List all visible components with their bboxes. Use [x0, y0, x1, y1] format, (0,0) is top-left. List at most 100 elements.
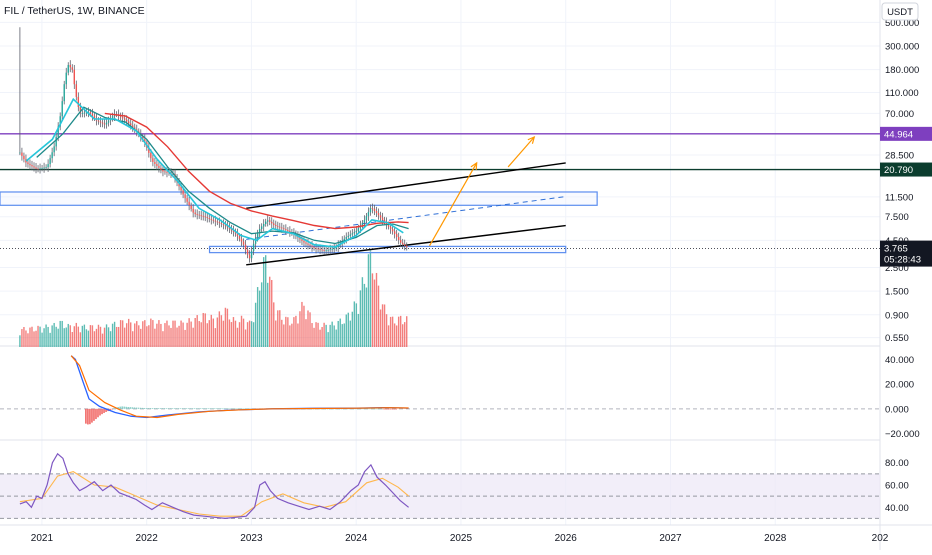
macd-histogram-bar — [175, 408, 178, 409]
macd-axis-tick: 0.000 — [885, 404, 909, 415]
volume-bar — [168, 325, 170, 347]
currency-button[interactable]: USDT — [881, 2, 919, 21]
candle-body — [345, 237, 347, 239]
macd-axis-tick: 40.000 — [885, 355, 914, 366]
volume-bar — [327, 332, 329, 347]
macd-histogram-bar — [349, 408, 351, 410]
channel-trend-line[interactable] — [246, 224, 566, 266]
candle-body — [331, 248, 333, 250]
volume-bar — [132, 331, 134, 347]
currency-button-frame[interactable] — [881, 2, 919, 21]
macd-histogram-bar — [198, 408, 200, 409]
macd-histogram-bar — [379, 408, 381, 410]
price-level-label-text[interactable]: 44.964 — [884, 129, 913, 140]
price-level-label-bg[interactable] — [880, 126, 932, 141]
macd-histogram-bar — [105, 408, 107, 412]
macd-histogram-bar — [163, 408, 166, 409]
volume-bar — [387, 325, 390, 347]
ema-mid-line — [36, 106, 409, 245]
candle-body — [162, 169, 164, 172]
candle-body — [224, 224, 227, 226]
volume-bar — [186, 322, 188, 347]
currency-button-label[interactable]: USDT — [887, 7, 913, 18]
candle-body — [250, 251, 253, 259]
volume-bar — [21, 329, 23, 347]
volume-bar — [275, 320, 277, 347]
volume-bar — [55, 326, 57, 347]
volume-bar — [79, 332, 82, 347]
candle-body — [329, 249, 331, 251]
candle-body — [309, 244, 311, 246]
candle-body — [144, 139, 146, 143]
macd-histogram-bar — [373, 408, 375, 410]
candle-body — [252, 243, 255, 252]
volume-bar — [29, 327, 31, 347]
volume-bar — [373, 279, 376, 347]
last-price-label-bg[interactable] — [880, 240, 932, 267]
candle-body — [156, 163, 158, 166]
volume-bar — [279, 310, 281, 347]
macd-histogram-bar — [238, 408, 240, 410]
volume-bar — [19, 335, 21, 347]
candle-body — [222, 223, 225, 225]
price-level-label-bg[interactable] — [880, 162, 932, 177]
candle-body — [267, 220, 269, 222]
projection-arrow-shaft[interactable] — [429, 162, 478, 247]
price-axis-tick: 0.550 — [885, 333, 909, 344]
volume-bar — [289, 325, 291, 347]
axis-layer: 2021 2022 2023 2024 2025 2026 2027 2028 202 500.0… — [31, 18, 932, 544]
macd-histogram-bar — [218, 408, 220, 410]
volume-bar — [127, 318, 130, 347]
volume-bar — [232, 317, 235, 347]
candle-body — [85, 112, 88, 114]
macd-histogram-bar — [381, 408, 383, 410]
volume-bar — [69, 325, 71, 347]
volume-bar — [27, 333, 29, 347]
rsi-layer — [19, 452, 409, 520]
macd-signal-line — [70, 355, 409, 419]
macd-histogram-bar — [383, 408, 385, 410]
projection-arrow-head[interactable] — [470, 161, 478, 170]
candle-body — [248, 254, 251, 259]
volume-bar — [305, 319, 307, 347]
candle-body — [377, 213, 380, 216]
macd-histogram-bar — [187, 408, 190, 409]
channel-trend-line[interactable] — [246, 162, 566, 209]
candle-body — [121, 117, 124, 119]
volume-bar — [146, 326, 148, 347]
volume-bar — [399, 315, 402, 347]
macd-histogram-bar — [145, 408, 148, 409]
macd-histogram-bar — [99, 408, 101, 416]
support-resistance-box[interactable] — [208, 245, 567, 254]
candle-body — [23, 155, 25, 160]
macd-histogram-bar — [359, 408, 361, 410]
volume-bar — [333, 325, 335, 347]
volume-bar — [208, 320, 210, 347]
macd-histogram-bar — [357, 408, 359, 410]
macd-histogram-bar — [123, 406, 125, 409]
price-level-label-text[interactable]: 20.790 — [884, 165, 913, 176]
volume-bar — [297, 323, 299, 347]
volume-bar — [111, 323, 114, 347]
support-resistance-box[interactable] — [0, 191, 598, 206]
candle-body — [107, 120, 110, 123]
projection-arrow-head[interactable] — [527, 135, 536, 144]
macd-histogram-bar — [337, 408, 339, 410]
symbol-title[interactable]: FIL / TetherUS, 1W, BINANCE — [4, 5, 145, 17]
volume-bar — [33, 331, 35, 347]
volume-bar — [160, 323, 162, 347]
candle-body — [317, 248, 319, 250]
countdown-label-text[interactable]: 05:28:43 — [884, 255, 921, 266]
macd-histogram-bar — [395, 408, 397, 410]
candle-body — [361, 222, 364, 226]
macd-histogram-bar — [189, 408, 192, 409]
candle-body — [305, 242, 307, 244]
volume-bar — [91, 325, 94, 347]
candle-body — [406, 245, 408, 248]
projection-arrow-shaft[interactable] — [507, 136, 535, 168]
volume-bar — [404, 322, 406, 347]
last-price-label-text[interactable]: 3.765 — [884, 244, 908, 255]
macd-histogram-bar — [171, 408, 174, 409]
volume-bar — [41, 332, 43, 347]
